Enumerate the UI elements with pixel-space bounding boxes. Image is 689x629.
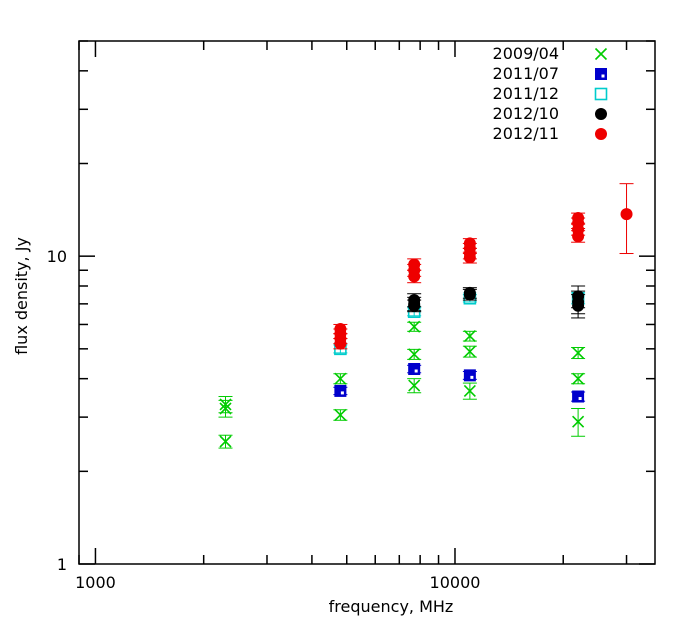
data-point bbox=[408, 362, 421, 375]
data-point bbox=[219, 402, 232, 415]
marker-dot bbox=[470, 375, 474, 379]
legend-label: 2012/10 bbox=[493, 104, 559, 123]
data-point bbox=[408, 270, 421, 283]
y-axis-label: flux density, Jy bbox=[12, 237, 31, 355]
tick-labels: 1000 10000 1 10 bbox=[47, 247, 481, 592]
data-point bbox=[463, 286, 476, 299]
data-point bbox=[595, 68, 607, 80]
data-point bbox=[463, 330, 476, 343]
data-point bbox=[408, 379, 421, 392]
marker-dot bbox=[578, 397, 582, 401]
data-point bbox=[463, 345, 476, 358]
series-2012-11 bbox=[333, 183, 634, 350]
data-point bbox=[408, 299, 421, 312]
series-2009-04 bbox=[218, 320, 586, 449]
marker-dot bbox=[601, 74, 605, 78]
data-point bbox=[463, 384, 476, 397]
data-point bbox=[334, 408, 347, 421]
y-tick-label: 10 bbox=[47, 247, 67, 266]
data-point bbox=[620, 208, 633, 221]
data-point bbox=[219, 435, 232, 448]
data-point bbox=[572, 372, 585, 385]
legend-label: 2012/11 bbox=[493, 124, 559, 143]
data-points bbox=[218, 183, 634, 449]
data-point bbox=[572, 415, 585, 428]
data-point bbox=[463, 251, 476, 264]
plot-frame bbox=[78, 40, 656, 565]
legend-label: 2009/04 bbox=[493, 44, 559, 63]
data-point bbox=[594, 47, 608, 61]
marker-dot bbox=[340, 391, 344, 395]
data-point bbox=[572, 346, 585, 359]
y-tick-label: 1 bbox=[57, 555, 67, 574]
marker-dot bbox=[414, 369, 418, 373]
x-tick-label: 1000 bbox=[75, 573, 116, 592]
data-point bbox=[334, 337, 347, 350]
x-axis-label: frequency, MHz bbox=[329, 597, 454, 616]
data-point bbox=[594, 87, 608, 101]
data-point bbox=[572, 299, 585, 312]
data-point bbox=[463, 369, 476, 382]
data-point bbox=[595, 108, 607, 120]
series-2011-07 bbox=[333, 362, 586, 403]
series-2011-12 bbox=[333, 291, 586, 356]
data-point bbox=[572, 390, 585, 403]
data-point bbox=[572, 230, 585, 243]
data-point bbox=[334, 384, 347, 397]
data-point bbox=[595, 128, 607, 140]
data-point bbox=[408, 320, 421, 333]
data-point bbox=[334, 372, 347, 385]
series-2012-10 bbox=[407, 285, 586, 319]
axis-ticks bbox=[78, 40, 655, 565]
data-point bbox=[408, 348, 421, 361]
legend-label: 2011/12 bbox=[493, 84, 559, 103]
x-tick-label: 10000 bbox=[430, 573, 481, 592]
legend-label: 2011/07 bbox=[493, 64, 559, 83]
